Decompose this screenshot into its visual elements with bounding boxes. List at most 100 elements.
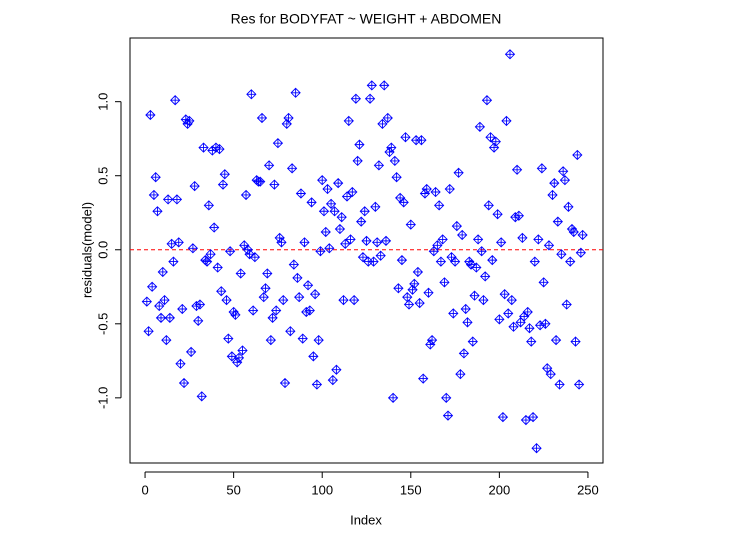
point-glyph	[317, 175, 328, 186]
point-glyph	[271, 305, 282, 316]
point-glyph	[184, 115, 195, 127]
point-glyph	[311, 379, 323, 390]
point-glyph	[568, 226, 579, 238]
y-tick-label: 0.5	[95, 167, 110, 185]
point-glyph	[279, 377, 291, 389]
point-glyph	[455, 369, 466, 380]
point-glyph	[145, 109, 156, 121]
point	[276, 237, 287, 248]
point-glyph	[295, 188, 307, 199]
point	[481, 95, 493, 106]
point-glyph	[246, 89, 257, 100]
point-glyph	[185, 346, 197, 358]
point-glyph	[485, 132, 496, 143]
point	[324, 243, 335, 254]
point-glyph	[205, 249, 216, 260]
point-glyph	[159, 294, 170, 306]
point-glyph	[306, 197, 317, 208]
point	[196, 391, 207, 402]
point-glyph	[527, 411, 539, 423]
point-glyph	[170, 95, 181, 106]
point-glyph	[382, 112, 393, 124]
chart-title: Res for BODYFAT ~ WEIGHT + ABDOMEN	[231, 11, 502, 27]
point	[547, 189, 558, 201]
point	[563, 201, 574, 212]
point	[159, 294, 170, 306]
point-glyph	[235, 268, 246, 279]
point-glyph	[294, 292, 305, 303]
point	[150, 172, 161, 183]
point-glyph	[283, 112, 294, 124]
point-glyph	[494, 314, 505, 325]
point-glyph	[354, 139, 365, 150]
point-glyph	[155, 312, 167, 324]
point	[474, 121, 486, 132]
point-glyph	[449, 256, 461, 267]
point	[283, 112, 294, 124]
point	[329, 206, 340, 217]
point	[295, 188, 307, 199]
point-glyph	[302, 280, 314, 291]
point-glyph	[341, 191, 353, 202]
point	[212, 262, 223, 273]
point-glyph	[361, 235, 372, 247]
point	[334, 223, 346, 235]
point-glyph	[531, 443, 542, 454]
point-glyph	[368, 256, 379, 267]
point	[361, 235, 372, 247]
point	[405, 219, 416, 230]
point	[462, 317, 473, 328]
point-glyph	[403, 299, 415, 310]
plot-frame	[129, 37, 604, 464]
point-glyph	[352, 155, 363, 167]
x-tick-label: 250	[577, 482, 599, 497]
point	[433, 200, 445, 211]
point-glyph	[285, 326, 296, 337]
point	[517, 232, 528, 244]
point	[467, 336, 478, 347]
point	[205, 249, 216, 260]
point-glyph	[563, 201, 574, 212]
point-glyph	[444, 183, 455, 195]
point-glyph	[545, 369, 556, 380]
point	[494, 314, 505, 325]
point	[263, 160, 275, 171]
point-glyph	[263, 160, 275, 171]
point	[299, 237, 310, 248]
point-glyph	[233, 352, 245, 363]
point	[536, 163, 548, 174]
point	[209, 222, 220, 233]
point	[256, 112, 268, 124]
point	[145, 109, 156, 121]
point	[292, 272, 303, 284]
point-glyph	[387, 392, 399, 403]
point	[377, 118, 388, 130]
point	[520, 414, 532, 426]
point	[364, 93, 376, 104]
point-glyph	[223, 333, 234, 344]
point	[170, 95, 181, 106]
point-glyph	[286, 163, 298, 174]
point	[161, 334, 172, 346]
point	[524, 323, 535, 334]
point	[336, 212, 347, 223]
point	[322, 183, 333, 195]
point-glyph	[260, 283, 271, 294]
point-glyph	[224, 246, 236, 257]
point-glyph	[315, 246, 326, 257]
point-glyph	[297, 333, 308, 344]
point	[203, 200, 214, 211]
point-glyph	[216, 286, 227, 297]
point-glyph	[426, 334, 438, 346]
point-glyph	[276, 237, 287, 248]
point-glyph	[194, 299, 206, 310]
point	[400, 132, 411, 143]
point-glyph	[552, 216, 563, 227]
point-glyph	[198, 142, 209, 153]
point	[393, 283, 404, 294]
point	[527, 411, 539, 423]
point	[503, 308, 514, 319]
point-glyph	[217, 179, 229, 190]
point-glyph	[377, 118, 388, 130]
